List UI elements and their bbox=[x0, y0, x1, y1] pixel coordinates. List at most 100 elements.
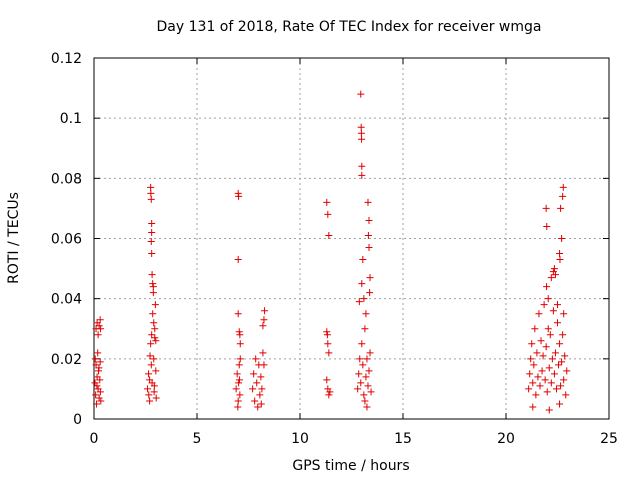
data-point bbox=[234, 256, 242, 264]
data-point bbox=[92, 391, 100, 399]
data-point bbox=[254, 403, 262, 411]
data-point bbox=[544, 325, 552, 333]
data-point bbox=[234, 403, 242, 411]
data-point bbox=[151, 301, 159, 309]
data-point bbox=[152, 337, 160, 345]
data-point bbox=[558, 235, 566, 242]
data-point bbox=[366, 349, 374, 357]
x-tick-label: 20 bbox=[497, 431, 515, 447]
data-point bbox=[527, 355, 535, 363]
data-point bbox=[148, 331, 156, 339]
data-point bbox=[364, 231, 372, 239]
data-points bbox=[91, 90, 571, 414]
data-point bbox=[147, 340, 155, 348]
data-point bbox=[556, 340, 564, 348]
data-point bbox=[148, 228, 156, 236]
data-point bbox=[559, 192, 567, 200]
data-point bbox=[364, 382, 372, 390]
data-point bbox=[529, 403, 537, 411]
x-tick-label: 0 bbox=[90, 431, 99, 447]
data-point bbox=[546, 331, 554, 339]
data-point bbox=[234, 310, 242, 318]
data-point bbox=[94, 331, 102, 339]
data-point bbox=[360, 391, 368, 399]
data-point bbox=[95, 322, 103, 330]
data-point bbox=[559, 183, 567, 191]
data-point bbox=[257, 373, 265, 381]
data-point bbox=[558, 358, 566, 366]
data-point bbox=[357, 379, 365, 387]
data-point bbox=[552, 385, 560, 393]
data-point bbox=[542, 204, 550, 212]
data-point bbox=[236, 355, 244, 363]
data-point bbox=[536, 382, 544, 390]
data-point bbox=[557, 204, 565, 212]
data-point bbox=[361, 325, 369, 333]
data-point bbox=[355, 298, 363, 306]
chart-title: Day 131 of 2018, Rate Of TEC Index for r… bbox=[157, 19, 542, 35]
data-point bbox=[147, 189, 155, 197]
data-point bbox=[367, 388, 375, 396]
data-point bbox=[94, 349, 102, 357]
data-point bbox=[358, 162, 366, 170]
data-point bbox=[554, 301, 561, 309]
data-point bbox=[147, 195, 155, 203]
data-point bbox=[235, 379, 243, 387]
data-point bbox=[148, 271, 156, 279]
data-point bbox=[358, 135, 366, 143]
data-point bbox=[529, 379, 537, 387]
data-point bbox=[91, 355, 99, 363]
data-point bbox=[152, 367, 160, 375]
data-point bbox=[235, 361, 243, 369]
data-point bbox=[538, 367, 546, 375]
data-point bbox=[361, 397, 369, 405]
data-point bbox=[260, 361, 268, 369]
data-point bbox=[150, 319, 158, 327]
data-point bbox=[551, 349, 559, 357]
data-point bbox=[528, 340, 536, 348]
data-point bbox=[95, 394, 103, 402]
data-point bbox=[96, 376, 104, 384]
data-point bbox=[236, 340, 244, 348]
data-point bbox=[556, 250, 564, 258]
data-point bbox=[532, 391, 540, 399]
data-point bbox=[365, 216, 373, 224]
data-point bbox=[97, 397, 105, 405]
data-point bbox=[357, 129, 365, 137]
data-point bbox=[539, 352, 547, 360]
data-point bbox=[324, 210, 332, 218]
data-point bbox=[258, 385, 266, 393]
data-point bbox=[544, 295, 552, 303]
data-point bbox=[360, 295, 368, 303]
data-point bbox=[540, 301, 548, 309]
y-tick-label: 0.12 bbox=[51, 51, 82, 67]
data-point bbox=[234, 397, 242, 405]
x-tick-label: 5 bbox=[193, 431, 202, 447]
data-point bbox=[149, 289, 157, 297]
data-point bbox=[357, 90, 365, 98]
data-point bbox=[91, 379, 99, 387]
data-point bbox=[366, 289, 374, 297]
data-point bbox=[250, 370, 258, 378]
data-point bbox=[366, 274, 374, 282]
data-point bbox=[323, 328, 331, 336]
data-point bbox=[543, 283, 551, 291]
data-point bbox=[236, 331, 244, 339]
data-point bbox=[561, 352, 569, 360]
data-point bbox=[325, 349, 333, 357]
y-tick-label: 0.08 bbox=[51, 171, 82, 187]
data-point bbox=[151, 334, 159, 342]
data-point bbox=[147, 238, 155, 246]
data-point bbox=[233, 370, 241, 378]
data-point bbox=[96, 358, 104, 366]
data-point bbox=[236, 391, 244, 399]
data-point bbox=[357, 123, 365, 131]
data-point bbox=[362, 373, 370, 381]
data-point bbox=[359, 361, 367, 369]
data-point bbox=[325, 231, 333, 239]
data-point bbox=[530, 361, 538, 369]
data-point bbox=[359, 256, 367, 264]
data-point bbox=[556, 256, 564, 264]
data-point bbox=[526, 370, 534, 378]
data-point bbox=[151, 325, 159, 333]
